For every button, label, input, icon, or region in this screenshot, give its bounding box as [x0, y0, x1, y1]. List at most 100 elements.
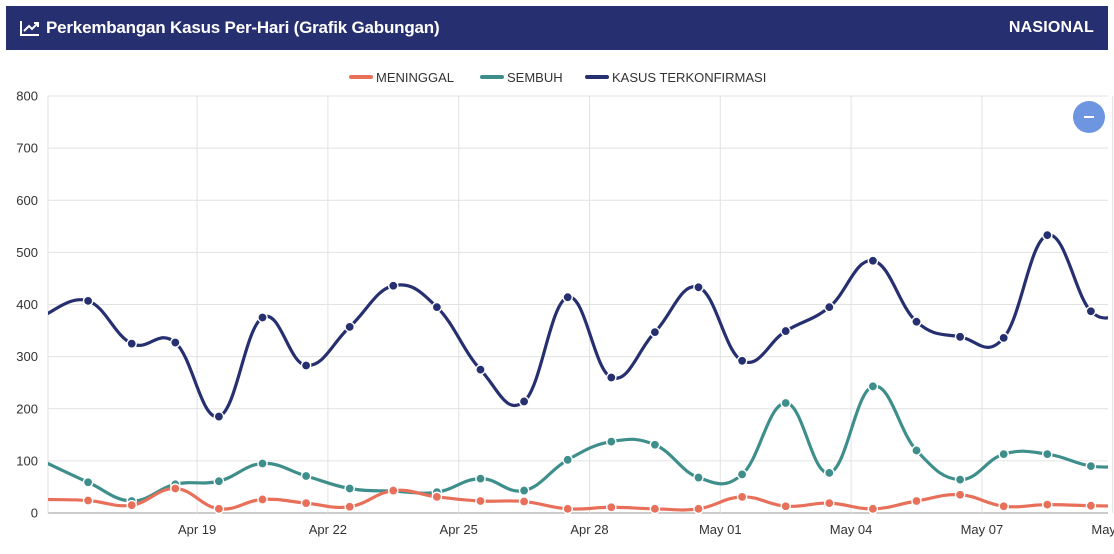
data-point[interactable]: [475, 495, 486, 507]
data-point[interactable]: [736, 355, 748, 367]
legend-label: SEMBUH: [507, 70, 563, 85]
legend-item[interactable]: KASUS TERKONFIRMASI: [585, 70, 766, 85]
data-point[interactable]: [82, 495, 94, 506]
data-point[interactable]: [82, 295, 94, 307]
data-point[interactable]: [780, 325, 792, 337]
data-point[interactable]: [649, 326, 661, 338]
y-tick-label: 500: [16, 245, 38, 260]
data-point[interactable]: [824, 467, 835, 479]
data-point[interactable]: [562, 291, 574, 303]
data-point[interactable]: [780, 500, 792, 512]
data-point[interactable]: [213, 503, 225, 515]
data-point[interactable]: [518, 485, 530, 496]
data-point[interactable]: [1085, 460, 1097, 472]
data-point[interactable]: [387, 485, 399, 496]
data-point[interactable]: [169, 337, 181, 348]
data-point[interactable]: [867, 381, 879, 392]
data-point[interactable]: [824, 301, 835, 313]
data-point[interactable]: [213, 475, 225, 487]
data-point[interactable]: [475, 473, 486, 484]
data-point[interactable]: [693, 281, 704, 293]
data-point[interactable]: [518, 496, 530, 507]
y-tick-label: 600: [16, 193, 38, 208]
minus-icon: [1084, 116, 1094, 118]
data-point[interactable]: [82, 476, 94, 488]
y-tick-label: 800: [16, 89, 38, 104]
data-point[interactable]: [562, 503, 574, 515]
data-point[interactable]: [518, 396, 530, 407]
data-point[interactable]: [998, 448, 1010, 460]
data-point[interactable]: [954, 474, 966, 485]
y-tick-label: 400: [16, 297, 38, 312]
x-tick-label: Apr 28: [570, 522, 608, 537]
data-point[interactable]: [1042, 499, 1053, 510]
data-point[interactable]: [998, 332, 1010, 344]
data-point[interactable]: [911, 316, 922, 328]
data-point[interactable]: [867, 255, 879, 267]
data-point[interactable]: [867, 503, 879, 515]
series-line-meninggal: [48, 486, 1108, 512]
y-tick-label: 300: [16, 349, 38, 364]
data-point[interactable]: [606, 436, 617, 447]
data-point[interactable]: [344, 483, 356, 494]
legend-item[interactable]: SEMBUH: [480, 70, 563, 85]
legend-label: KASUS TERKONFIRMASI: [612, 70, 766, 85]
data-point[interactable]: [954, 331, 966, 343]
data-point[interactable]: [693, 503, 704, 515]
series-line-kasus-terkonfirmasi: [48, 233, 1108, 419]
zoom-out-button[interactable]: [1073, 101, 1105, 133]
data-point[interactable]: [736, 469, 748, 480]
data-point[interactable]: [257, 312, 268, 323]
data-point[interactable]: [780, 397, 792, 409]
legend-label: MENINGGAL: [376, 70, 454, 85]
x-tick-label: Apr 22: [309, 522, 347, 537]
data-point[interactable]: [954, 489, 966, 501]
data-point[interactable]: [300, 470, 312, 482]
data-point[interactable]: [475, 364, 486, 375]
data-point[interactable]: [257, 494, 268, 505]
data-point[interactable]: [387, 280, 399, 292]
data-point[interactable]: [998, 500, 1010, 512]
x-tick-label: Apr 25: [440, 522, 478, 537]
data-point[interactable]: [736, 491, 748, 503]
data-point[interactable]: [824, 497, 835, 509]
data-point[interactable]: [300, 360, 312, 371]
data-point[interactable]: [126, 499, 137, 511]
data-point[interactable]: [344, 501, 356, 513]
x-tick-label: May 04: [830, 522, 873, 537]
data-point[interactable]: [649, 439, 661, 451]
trend-chart-icon: [20, 20, 40, 36]
data-point[interactable]: [1042, 448, 1053, 460]
data-point[interactable]: [911, 495, 922, 507]
x-tick-label: May 01: [699, 522, 742, 537]
data-point[interactable]: [126, 338, 137, 349]
data-point[interactable]: [606, 372, 617, 383]
data-point[interactable]: [169, 483, 181, 494]
data-point[interactable]: [562, 454, 574, 466]
x-tick-label: May 10: [1091, 522, 1114, 537]
data-point[interactable]: [911, 445, 922, 456]
legend-item[interactable]: MENINGGAL: [349, 70, 454, 85]
y-tick-label: 100: [16, 453, 38, 468]
data-point[interactable]: [431, 491, 443, 503]
data-point[interactable]: [606, 501, 617, 513]
y-tick-label: 700: [16, 141, 38, 156]
chart-title: Perkembangan Kasus Per-Hari (Grafik Gabu…: [46, 18, 440, 37]
region-label: NASIONAL: [1008, 19, 1094, 36]
x-tick-label: Apr 19: [178, 522, 216, 537]
data-point[interactable]: [300, 497, 312, 509]
data-point[interactable]: [213, 411, 225, 422]
data-point[interactable]: [1085, 305, 1097, 317]
header-title-group: Perkembangan Kasus Per-Hari (Grafik Gabu…: [20, 18, 440, 38]
y-tick-label: 0: [31, 506, 38, 521]
data-point[interactable]: [344, 321, 356, 333]
data-point[interactable]: [1042, 229, 1053, 241]
data-point[interactable]: [1085, 500, 1097, 512]
data-point[interactable]: [257, 458, 268, 469]
data-point[interactable]: [431, 301, 443, 313]
data-point[interactable]: [649, 503, 661, 515]
data-point[interactable]: [693, 472, 704, 483]
chart-header: Perkembangan Kasus Per-Hari (Grafik Gabu…: [6, 6, 1108, 50]
y-tick-label: 200: [16, 401, 38, 416]
